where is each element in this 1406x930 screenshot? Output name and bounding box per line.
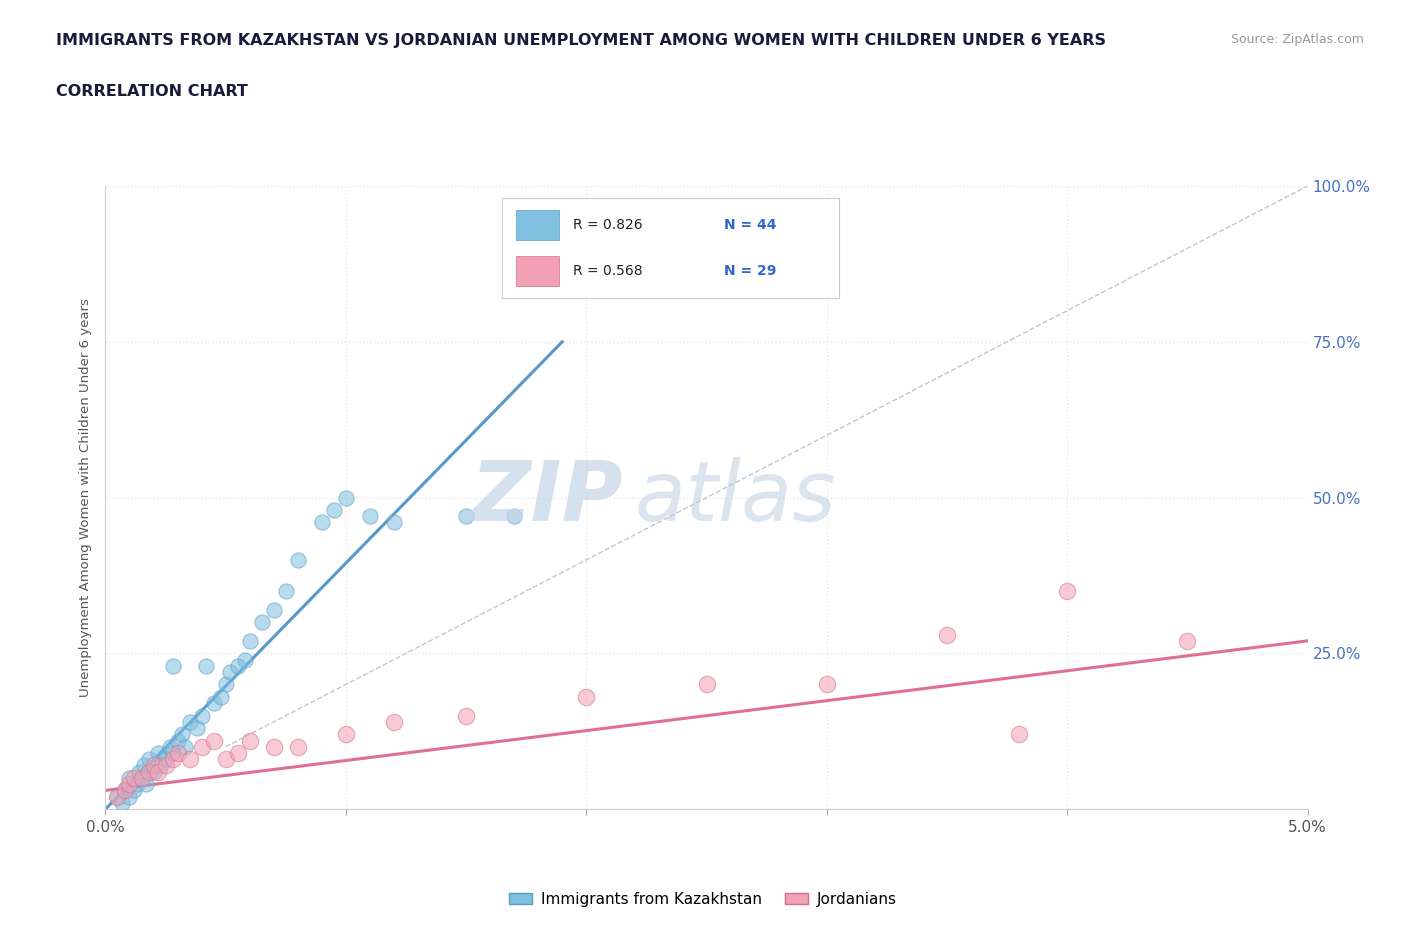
Point <box>263 603 285 618</box>
Point <box>124 783 146 798</box>
Point <box>159 739 181 754</box>
Point <box>503 509 526 524</box>
Point <box>815 677 838 692</box>
Point <box>155 758 177 773</box>
Point <box>107 790 129 804</box>
Text: ZIP: ZIP <box>470 457 623 538</box>
Point <box>118 777 141 791</box>
Point <box>135 777 157 791</box>
Point <box>233 652 256 667</box>
Point <box>209 689 232 704</box>
Point <box>131 770 153 785</box>
Point <box>179 714 201 729</box>
Point <box>335 490 357 505</box>
Point <box>179 751 201 766</box>
Point <box>128 764 150 779</box>
Point <box>111 795 134 810</box>
Point <box>696 677 718 692</box>
Point <box>142 758 165 773</box>
Point <box>936 627 959 642</box>
Point <box>382 714 405 729</box>
Point <box>173 739 195 754</box>
Point <box>311 515 333 530</box>
Point <box>202 696 225 711</box>
Point <box>148 764 170 779</box>
Point <box>1175 633 1198 648</box>
Text: atlas: atlas <box>634 457 837 538</box>
Point <box>287 552 309 567</box>
Legend: Immigrants from Kazakhstan, Jordanians: Immigrants from Kazakhstan, Jordanians <box>503 886 903 913</box>
Point <box>148 746 170 761</box>
Point <box>118 790 141 804</box>
Point <box>335 727 357 742</box>
Point <box>166 733 188 748</box>
Point <box>214 677 236 692</box>
Point <box>250 615 273 630</box>
Point <box>114 783 136 798</box>
Point <box>322 502 344 517</box>
Point <box>195 658 218 673</box>
Point <box>186 721 208 736</box>
Point <box>138 751 160 766</box>
Point <box>132 758 155 773</box>
Point <box>219 665 242 680</box>
Point <box>131 770 153 785</box>
Point <box>118 770 141 785</box>
Point <box>124 770 146 785</box>
Point <box>155 751 177 766</box>
Point <box>166 746 188 761</box>
Point <box>239 733 262 748</box>
Point <box>382 515 405 530</box>
Point <box>1008 727 1031 742</box>
Y-axis label: Unemployment Among Women with Children Under 6 years: Unemployment Among Women with Children U… <box>79 299 93 697</box>
Point <box>239 633 262 648</box>
Point <box>114 783 136 798</box>
Point <box>226 746 249 761</box>
Point <box>214 751 236 766</box>
Point <box>107 790 129 804</box>
Text: IMMIGRANTS FROM KAZAKHSTAN VS JORDANIAN UNEMPLOYMENT AMONG WOMEN WITH CHILDREN U: IMMIGRANTS FROM KAZAKHSTAN VS JORDANIAN … <box>56 33 1107 47</box>
Text: Source: ZipAtlas.com: Source: ZipAtlas.com <box>1230 33 1364 46</box>
Text: CORRELATION CHART: CORRELATION CHART <box>56 84 247 99</box>
Point <box>172 727 194 742</box>
Point <box>149 758 172 773</box>
Point <box>1056 584 1078 599</box>
Point <box>138 764 160 779</box>
Point <box>263 739 285 754</box>
Point <box>190 709 212 724</box>
Point <box>190 739 212 754</box>
Point <box>202 733 225 748</box>
Point <box>456 509 478 524</box>
Point <box>162 751 184 766</box>
Point <box>274 584 297 599</box>
Point <box>125 777 148 791</box>
Point <box>226 658 249 673</box>
Point <box>142 764 165 779</box>
Point <box>162 658 184 673</box>
Point <box>456 709 478 724</box>
Point <box>162 746 184 761</box>
Point <box>575 689 598 704</box>
Point <box>287 739 309 754</box>
Point <box>359 509 381 524</box>
